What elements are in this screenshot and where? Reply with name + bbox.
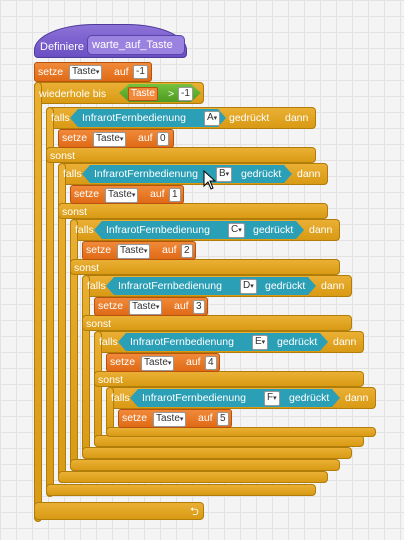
dann-label: dann <box>297 168 321 180</box>
repeat-until-arm <box>34 82 42 522</box>
dann-label: dann <box>285 112 309 124</box>
auf-label: auf <box>138 132 153 144</box>
value-input[interactable]: 0 <box>157 132 169 146</box>
auf-label: auf <box>162 244 177 256</box>
setze-label: setze <box>110 356 136 368</box>
dann-label: dann <box>333 336 357 348</box>
value-input[interactable]: -1 <box>133 65 148 79</box>
falls-label: falls <box>63 168 82 180</box>
sensor-label: InfrarotFernbedienung <box>82 112 186 124</box>
falls-label: falls <box>87 280 106 292</box>
value-input[interactable]: 2 <box>181 244 193 258</box>
variable-dropdown[interactable]: Taste▾ <box>69 65 103 80</box>
loop-arrow-icon: ⮌ <box>190 506 199 518</box>
else-section <box>82 315 352 331</box>
sensor-label: InfrarotFernbedienung <box>94 168 198 180</box>
auf-label: auf <box>150 188 165 200</box>
else-section <box>58 203 328 219</box>
key-dropdown[interactable]: A▾ <box>204 111 221 126</box>
pressed-label: gedrückt <box>229 112 270 124</box>
falls-label: falls <box>111 392 130 404</box>
pressed-label: gedrückt <box>277 336 318 348</box>
sensor-pressed-block[interactable] <box>118 333 328 351</box>
setze-label: setze <box>122 412 148 424</box>
repeat-until-foot <box>34 502 204 520</box>
sensor-label: InfrarotFernbedienung <box>130 336 234 348</box>
variable-dropdown[interactable]: Taste▾ <box>117 244 151 259</box>
variable-reporter[interactable]: Taste <box>128 87 158 101</box>
dann-label: dann <box>309 224 333 236</box>
else-section <box>94 371 364 387</box>
auf-label: auf <box>114 66 129 78</box>
variable-dropdown[interactable]: Taste▾ <box>153 412 187 427</box>
dann-label: dann <box>321 280 345 292</box>
key-dropdown[interactable]: F▾ <box>264 391 280 406</box>
if-else-arm <box>70 219 78 471</box>
if-else-arm <box>46 107 54 497</box>
sonst-label: sonst <box>98 374 124 386</box>
if-else-foot <box>58 471 328 483</box>
falls-label: falls <box>99 336 118 348</box>
key-dropdown[interactable]: C▾ <box>228 223 245 238</box>
value-input[interactable]: 1 <box>169 188 181 202</box>
auf-label: auf <box>198 412 213 424</box>
setze-label: setze <box>38 66 64 78</box>
key-dropdown[interactable]: E▾ <box>252 335 269 350</box>
key-dropdown[interactable]: B▾ <box>216 167 233 182</box>
procedure-name-slot[interactable] <box>87 35 185 55</box>
sensor-pressed-block[interactable] <box>70 109 226 127</box>
sensor-pressed-block[interactable] <box>94 221 304 239</box>
falls-label: falls <box>75 224 94 236</box>
value-input[interactable]: 4 <box>205 356 217 370</box>
compare-value-input[interactable]: -1 <box>178 87 193 101</box>
procedure-name: warte_auf_Taste <box>92 39 173 51</box>
value-input[interactable]: 3 <box>193 300 205 314</box>
pressed-label: gedrückt <box>265 280 306 292</box>
else-section <box>70 259 340 275</box>
sonst-label: sonst <box>62 206 88 218</box>
if-else-arm <box>94 331 102 447</box>
variable-dropdown[interactable]: Taste▾ <box>129 300 163 315</box>
sonst-label: sonst <box>86 318 112 330</box>
if-else-foot <box>70 459 340 471</box>
sensor-pressed-block[interactable] <box>130 389 340 407</box>
auf-label: auf <box>186 356 201 368</box>
else-section <box>46 147 316 163</box>
if-foot <box>106 427 376 437</box>
sensor-label: InfrarotFernbedienung <box>142 392 246 404</box>
sensor-pressed-block[interactable] <box>106 277 316 295</box>
greater-label: > <box>168 88 175 100</box>
setze-label: setze <box>62 132 88 144</box>
sonst-label: sonst <box>50 150 76 162</box>
setze-label: setze <box>98 300 124 312</box>
sensor-label: InfrarotFernbedienung <box>118 280 222 292</box>
sonst-label: sonst <box>74 262 100 274</box>
sensor-label: InfrarotFernbedienung <box>106 224 210 236</box>
pressed-label: gedrückt <box>253 224 294 236</box>
sensor-pressed-block[interactable] <box>82 165 292 183</box>
key-dropdown[interactable]: D▾ <box>240 279 257 294</box>
mouse-cursor-icon <box>203 170 217 190</box>
variable-dropdown[interactable]: Taste▾ <box>141 356 175 371</box>
auf-label: auf <box>174 300 189 312</box>
define-label: Definiere <box>40 41 85 53</box>
repeat-until-label: wiederhole bis <box>39 88 107 100</box>
dann-label: dann <box>345 392 369 404</box>
setze-label: setze <box>74 188 100 200</box>
value-input[interactable]: 5 <box>217 412 229 426</box>
if-else-foot <box>82 447 352 459</box>
pressed-label: gedrückt <box>289 392 330 404</box>
variable-dropdown[interactable]: Taste▾ <box>93 132 127 147</box>
if-else-foot <box>46 484 316 496</box>
falls-label: falls <box>51 112 70 124</box>
pressed-label: gedrückt <box>241 168 282 180</box>
if-else-arm <box>82 275 90 459</box>
variable-dropdown[interactable]: Taste▾ <box>105 188 139 203</box>
setze-label: setze <box>86 244 112 256</box>
